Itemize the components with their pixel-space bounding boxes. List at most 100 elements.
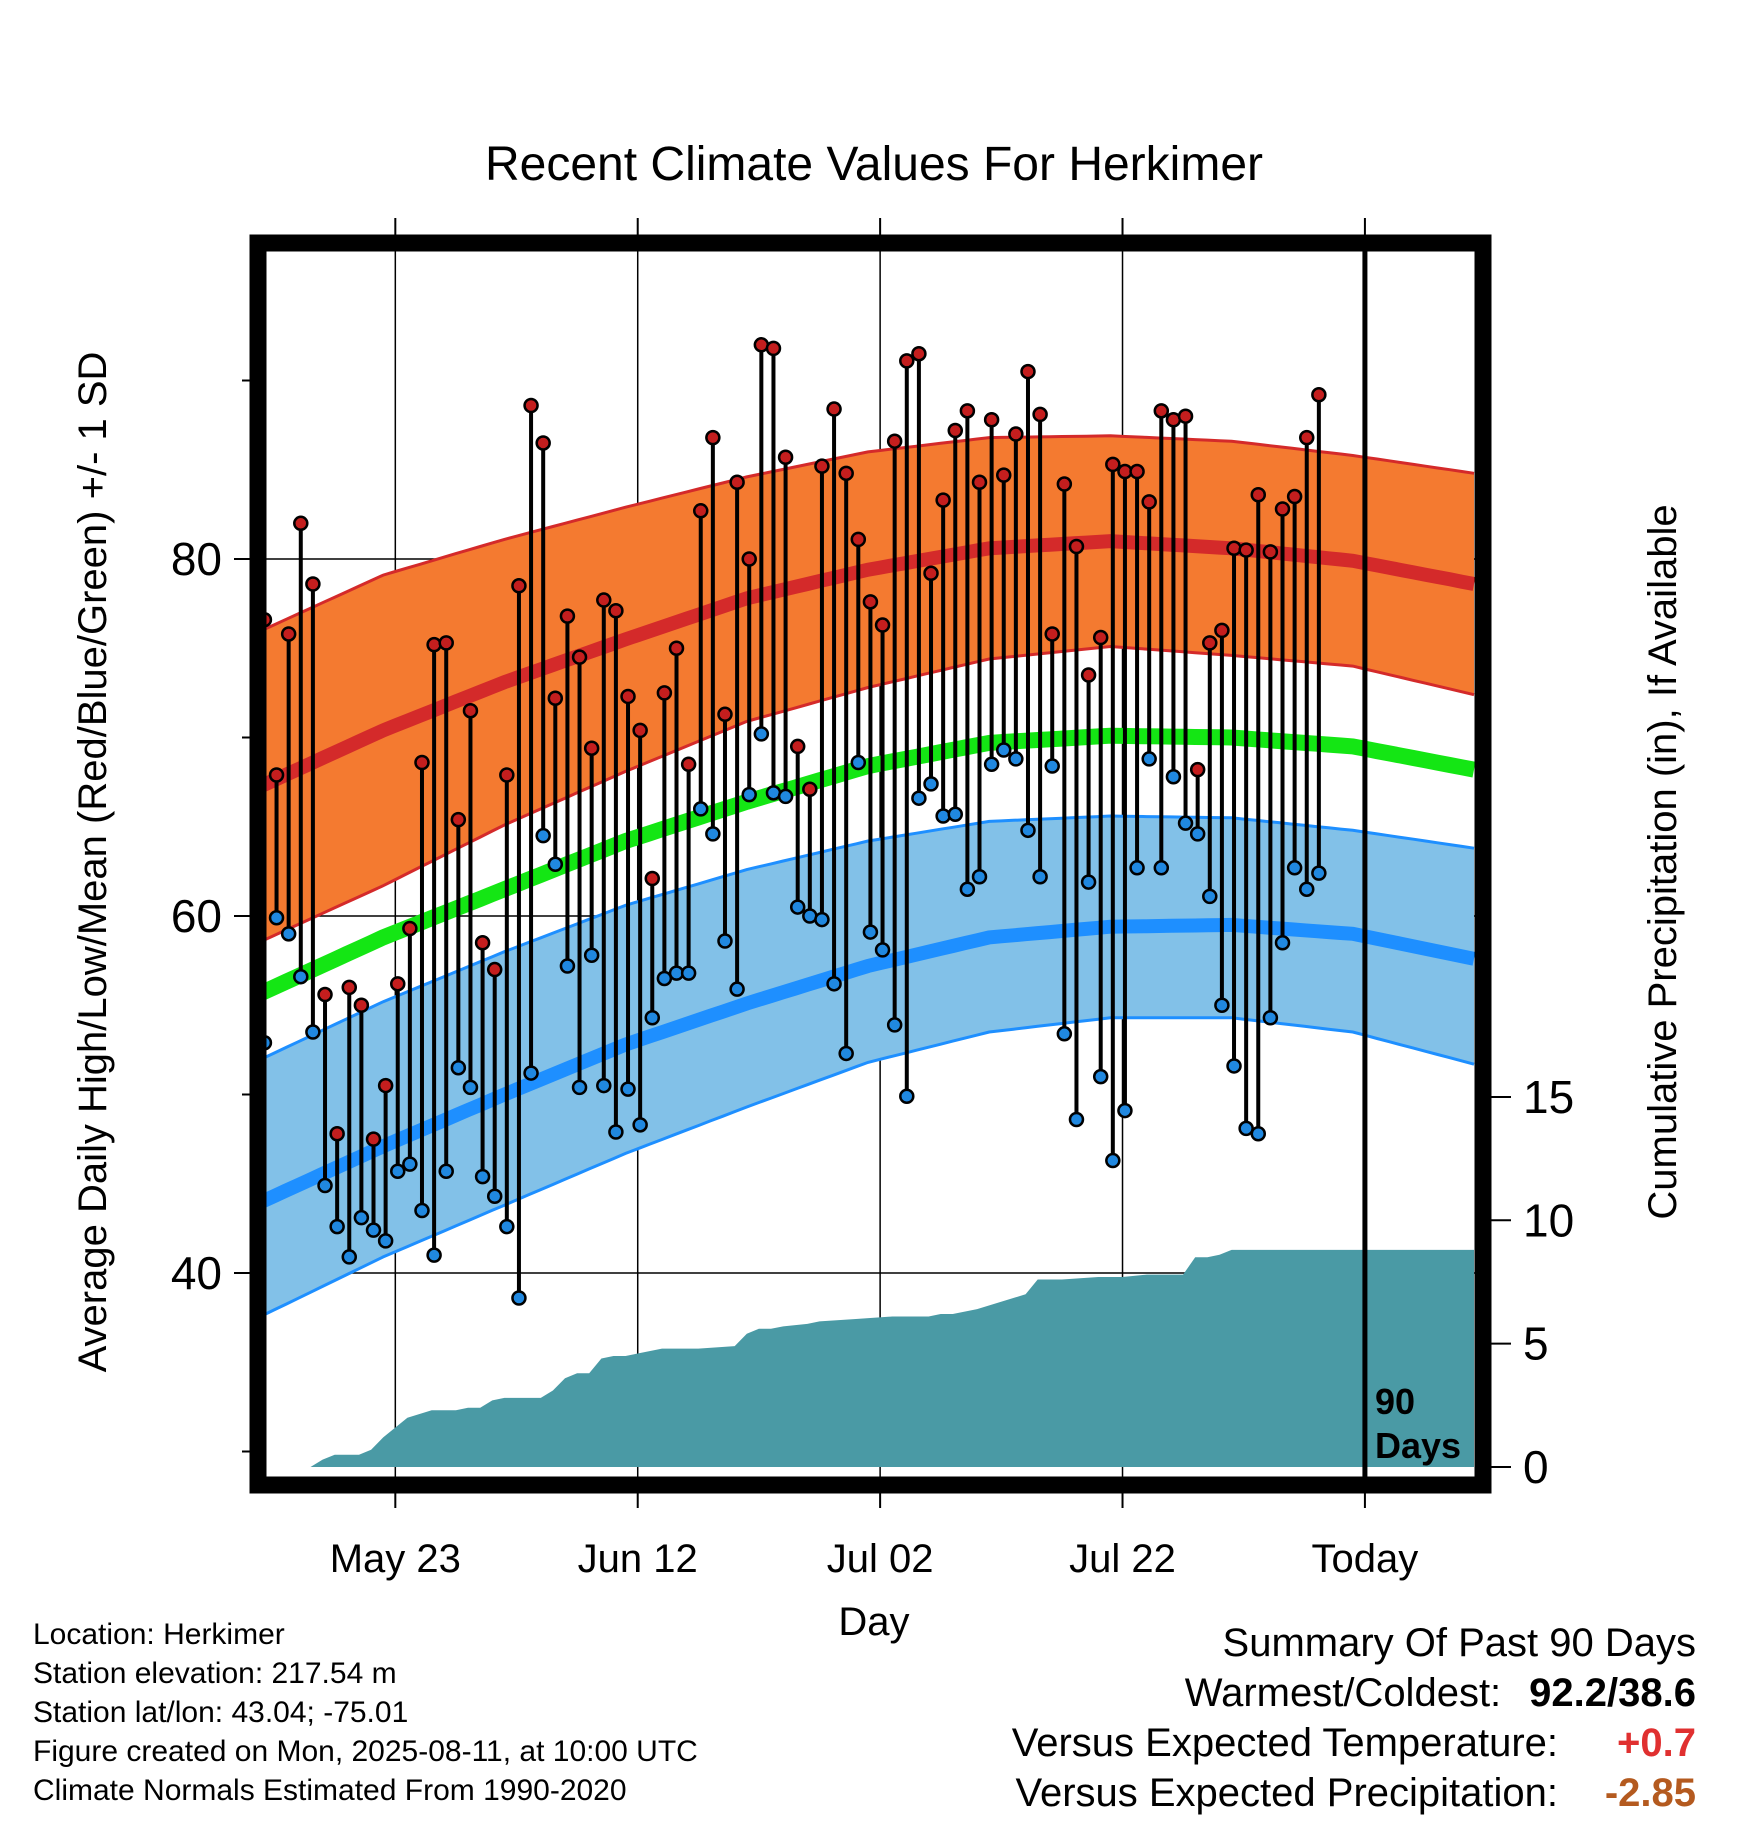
low-temp-point [1311,865,1327,881]
high-temp-point [305,576,321,592]
high-temp-point [1177,408,1194,424]
low-temp-point [862,924,879,940]
summary-warmest-label: Warmest/Coldest: [1184,1671,1502,1715]
low-temp-point [826,976,842,992]
high-temp-point [583,740,600,756]
low-temp-point [1020,822,1036,839]
high-temp-point [511,578,527,594]
high-temp-point [789,738,806,755]
low-temp-point [317,1177,333,1194]
low-temp-point [995,742,1012,758]
y-left-tick-label: 60 [171,890,222,942]
high-temp-point [1202,635,1218,651]
high-temp-point [644,870,661,887]
today-days-line1: 90 [1375,1381,1415,1422]
high-temp-point [668,640,685,656]
high-temp-point [280,626,297,642]
low-temp-point [1238,1120,1254,1137]
high-temp-point [620,688,636,705]
y-axis-label-left: Average Daily High/Low/Mean (Red/Blue/Gr… [71,352,115,1373]
low-temp-point [293,968,309,985]
high-temp-point [1080,667,1097,683]
high-temp-point [1044,626,1060,642]
low-temp-point [329,1218,345,1235]
low-temp-point [874,942,891,958]
low-temp-point [377,1233,394,1249]
low-temp-point [789,899,806,915]
high-temp-point [947,422,964,439]
low-temp-point [462,1079,479,1096]
high-temp-point [862,594,879,610]
high-temp-point [462,702,479,719]
high-temp-point [608,603,624,619]
low-temp-point [814,911,830,928]
low-temp-point [1189,826,1206,842]
high-temp-point [705,429,721,446]
high-temp-point [692,503,709,519]
y-right-tick-label: 15 [1523,1071,1574,1123]
high-temp-point [850,531,867,548]
low-temp-point [983,756,1000,773]
high-temp-point [1032,406,1048,423]
low-temp-point [911,790,927,806]
high-temp-point [438,635,454,651]
summary-warmest-row: Warmest/Coldest: 92.2/38.6 [1012,1668,1696,1718]
high-temp-point [814,458,830,474]
x-tick-label: Jul 02 [827,1537,934,1581]
low-temp-point [971,868,988,885]
low-temp-point [365,1222,382,1238]
high-temp-point [1189,761,1206,778]
summary-precip-value: -2.85 [1604,1771,1696,1815]
x-axis: May 23 Jun 12 Jul 02 Jul 22 Today [330,218,1418,1581]
high-temp-point [353,997,370,1013]
y-right-tick-label: 0 [1523,1441,1549,1493]
high-temp-point [1286,488,1303,505]
high-temp-point [1020,363,1036,380]
low-temp-point [1262,1009,1279,1026]
high-temp-point [777,449,794,466]
low-temp-point [1177,815,1194,831]
low-sd-band [262,816,1474,1316]
high-temp-point [389,976,406,992]
summary-heading: Summary Of Past 90 Days [1222,1621,1696,1665]
high-temp-point [414,754,430,771]
high-temp-point [450,811,467,828]
low-temp-point [571,1079,588,1096]
high-temp-point [995,467,1012,483]
today-days-line2: Days [1375,1425,1461,1466]
high-temp-point [1141,494,1157,510]
low-temp-point [353,1209,370,1226]
low-temp-point [1202,888,1218,905]
high-temp-point [402,920,418,937]
low-temp-point [850,754,867,771]
high-temp-point [559,608,576,624]
low-temp-point [1068,1111,1085,1128]
low-temp-point [438,1163,454,1180]
low-temp-point [511,1290,527,1306]
info-normals: Climate Normals Estimated From 1990-2020 [33,1774,627,1807]
y-right-tick-label: 5 [1523,1318,1549,1370]
high-temp-point [886,433,903,449]
low-temp-point [389,1163,406,1180]
low-temp-point [947,806,964,823]
low-temp-point [753,726,770,742]
low-temp-point [838,1045,854,1062]
y-axis-label-right: Cumulative Precipitation (in), If Availa… [1641,504,1685,1219]
high-temp-point [535,435,551,451]
summary-temp-row: Versus Expected Temperature: +0.7 [1012,1718,1696,1768]
high-temp-point [341,979,358,996]
high-temp-point [765,340,782,357]
high-temp-point [486,961,503,978]
high-temp-point [959,403,976,419]
low-temp-point [1092,1068,1109,1085]
high-temp-point [874,617,891,633]
daily-stems-layer [262,344,1321,1298]
low-temp-point [1298,881,1315,897]
low-temp-point [547,856,564,872]
low-temp-point [959,881,976,897]
summary-precip-row: Versus Expected Precipitation: -2.85 [1012,1768,1696,1818]
low-temp-point [632,1117,648,1133]
low-temp-point [596,1077,612,1094]
high-temp-point [474,935,491,951]
low-temp-point [280,926,297,942]
